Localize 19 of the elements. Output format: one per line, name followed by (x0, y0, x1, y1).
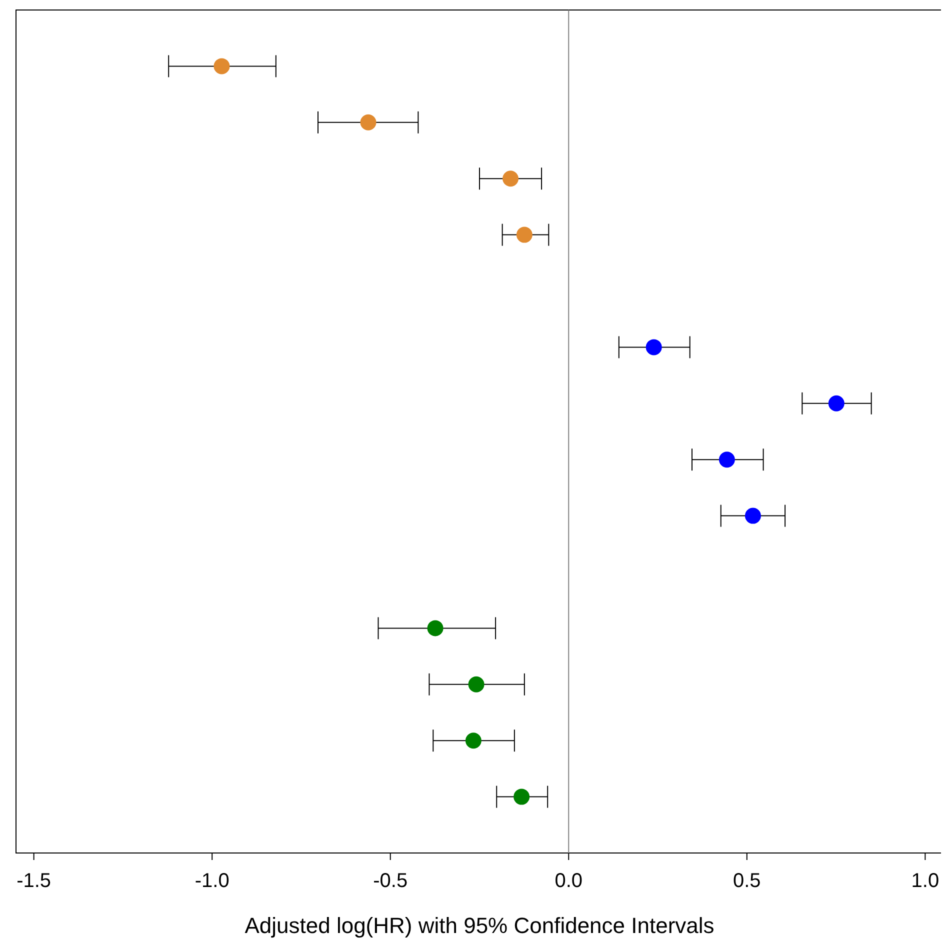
point (214, 58, 230, 74)
point (468, 676, 484, 692)
point (514, 788, 530, 805)
point (718, 452, 735, 468)
point (360, 114, 376, 130)
x-tick-label: 0.0 (554, 870, 583, 892)
point (828, 395, 844, 412)
point (465, 732, 482, 749)
point (427, 620, 444, 636)
point (516, 226, 532, 243)
x-tick-label: 0.5 (733, 870, 761, 892)
point (646, 339, 662, 356)
x-tick-label: -0.5 (373, 870, 408, 892)
x-tick-label: -1.5 (16, 870, 52, 892)
point (502, 170, 519, 187)
x-tick-label: -1.0 (194, 870, 230, 892)
x-axis-title: Adjusted log(HR) with 95% Confidence Intervals (244, 913, 714, 938)
point (744, 508, 761, 524)
x-tick-label: 1.0 (911, 870, 940, 892)
